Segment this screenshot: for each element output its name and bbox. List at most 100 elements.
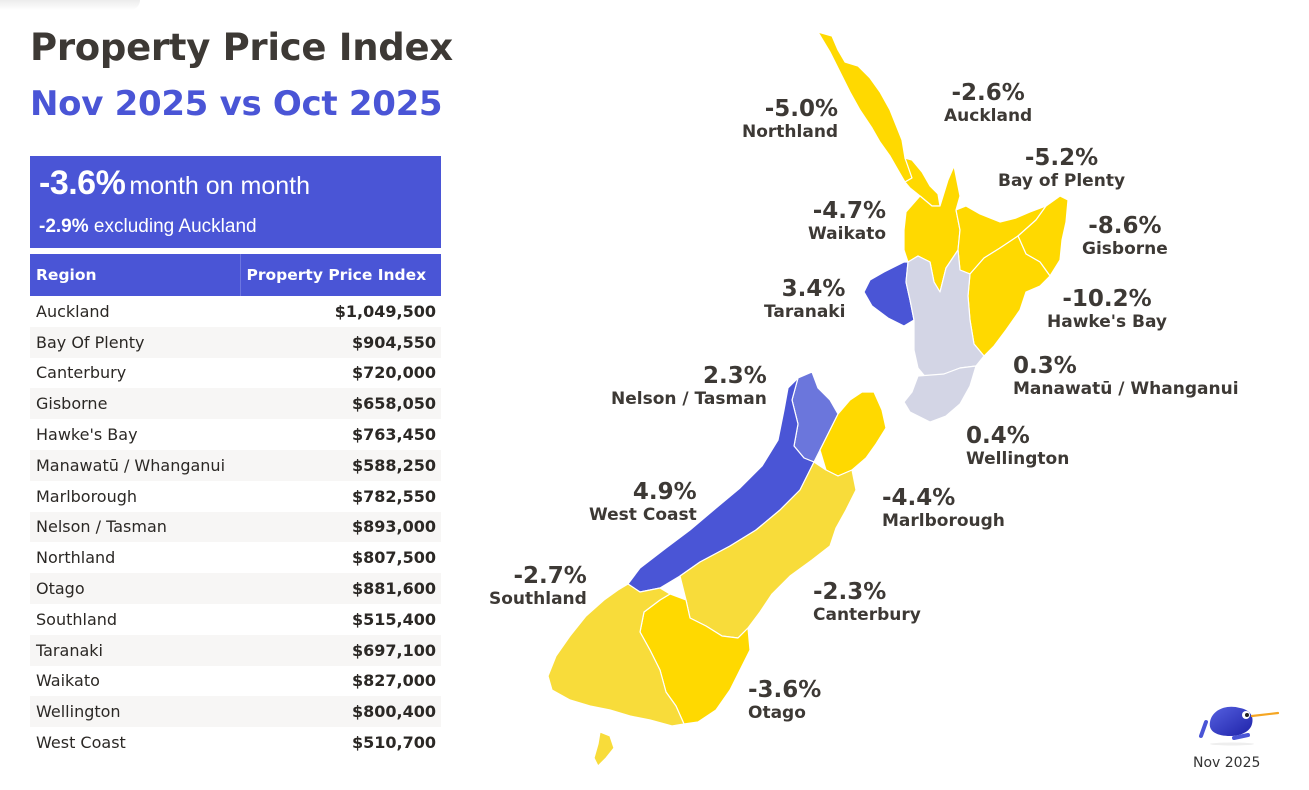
region-name: Gisborne — [30, 388, 240, 420]
column-header-region[interactable]: Region — [30, 254, 240, 296]
region-name: Manawatū / Whanganui — [30, 449, 240, 481]
table-row: Canterbury $720,000 — [30, 358, 441, 389]
table-row: Waikato $827,000 — [30, 666, 441, 697]
region-wellington[interactable] — [903, 365, 977, 423]
region-name: Auckland — [36, 301, 110, 321]
region-name: Otago — [30, 573, 240, 604]
summary-excl-label: excluding Auckland — [93, 216, 257, 237]
table-header-row: Region Property Price Index — [30, 254, 441, 296]
table-row: Gisborne $658,050 — [30, 388, 441, 420]
region-value: $827,000 — [351, 671, 436, 691]
label-change: -2.6% — [951, 80, 1025, 106]
map-label-waikato: -4.7% Waikato — [808, 200, 886, 243]
region-value: $697,100 — [240, 634, 441, 666]
label-region: Hawke's Bay — [1047, 312, 1168, 332]
table-row: West Coast $510,700 — [30, 727, 441, 758]
region-name: Nelson / Tasman — [30, 511, 240, 543]
region-name: West Coast — [36, 733, 126, 753]
label-region: Marlborough — [882, 511, 1005, 531]
label-region: Bay of Plenty — [998, 171, 1126, 191]
map-label-southland: -2.7% Southland — [489, 565, 587, 608]
region-marlborough[interactable] — [819, 391, 887, 477]
region-name: Bay Of Plenty — [30, 326, 240, 358]
label-change: -4.7% — [812, 198, 887, 224]
label-region: Canterbury — [813, 605, 921, 625]
map-label-nelson-tasman: 2.3% Nelson / Tasman — [611, 365, 767, 408]
summary-change-label: month on month — [129, 172, 310, 200]
summary-excl: -2.9% excluding Auckland — [39, 216, 257, 238]
region-value: $893,000 — [240, 511, 441, 543]
table-row: Marlborough $782,550 — [30, 481, 441, 512]
label-change: -5.2% — [1024, 145, 1099, 171]
label-change: -4.4% — [882, 485, 956, 511]
map-label-gisborne: -8.6% Gisborne — [1082, 215, 1168, 258]
region-value: $800,400 — [240, 696, 441, 728]
label-change: -8.6% — [1088, 213, 1162, 239]
table-row: Northland $807,500 — [30, 542, 441, 573]
table-row: Auckland $1,049,500 — [30, 296, 441, 327]
label-change: -2.7% — [513, 563, 587, 589]
label-region: West Coast — [589, 505, 697, 525]
region-value: $720,000 — [351, 363, 436, 383]
label-change: 2.3% — [703, 363, 767, 389]
map-label-auckland: -2.6% Auckland — [944, 82, 1032, 125]
map-label-wellington: 0.4% Wellington — [966, 425, 1069, 468]
label-region: Otago — [748, 703, 806, 723]
summary-card: -3.6% month on month -2.9% excluding Auck… — [30, 156, 441, 248]
map-label-otago: -3.6% Otago — [748, 679, 821, 722]
label-change: 4.9% — [632, 479, 697, 505]
label-change: -5.0% — [764, 96, 839, 122]
table-row: Taranaki $697,100 — [30, 634, 441, 666]
label-region: Gisborne — [1082, 239, 1168, 259]
region-value: $515,400 — [351, 609, 436, 629]
price-index-table: Region Property Price Index Auckland $1,0… — [30, 254, 441, 758]
region-stewart-island[interactable] — [593, 731, 615, 767]
table-row: Bay Of Plenty $904,550 — [30, 326, 441, 358]
label-region: Nelson / Tasman — [611, 389, 767, 409]
label-change: 3.4% — [781, 276, 846, 302]
table-row: Southland $515,400 — [30, 604, 441, 635]
label-region: Waikato — [808, 224, 887, 244]
table-row: Nelson / Tasman $893,000 — [30, 511, 441, 543]
page-title: Property Price Index — [30, 26, 453, 69]
region-name: Canterbury — [36, 363, 127, 383]
region-value: $782,550 — [351, 486, 436, 506]
kiwi-bird-icon — [1199, 706, 1280, 746]
region-manawatu-whanganui[interactable] — [905, 249, 985, 381]
region-southland[interactable] — [547, 583, 685, 727]
region-name: Waikato — [36, 671, 100, 691]
region-value: $1,049,500 — [334, 301, 436, 321]
region-name: Northland — [36, 548, 116, 568]
label-region: Taranaki — [764, 302, 846, 322]
map-label-marlborough: -4.4% Marlborough — [882, 487, 1005, 530]
map-label-hawkes-bay: -10.2% Hawke's Bay — [1047, 288, 1167, 331]
table-row: Manawatū / Whanganui $588,250 — [30, 449, 441, 481]
region-name: Marlborough — [36, 486, 138, 506]
region-value: $904,550 — [240, 326, 441, 358]
region-name: Southland — [36, 609, 118, 629]
table-row: Wellington $800,400 — [30, 696, 441, 728]
table-row: Otago $881,600 — [30, 573, 441, 604]
summary-change-pct: -3.6% — [39, 164, 126, 202]
label-region: Southland — [489, 589, 587, 609]
label-region: Northland — [742, 122, 839, 142]
logo-date: Nov 2025 — [1193, 755, 1261, 771]
top-shadow — [0, 0, 140, 10]
label-change: -10.2% — [1062, 286, 1152, 312]
map-label-canterbury: -2.3% Canterbury — [813, 581, 921, 624]
label-region: Auckland — [944, 106, 1033, 126]
map-label-bay-of-plenty: -5.2% Bay of Plenty — [998, 147, 1125, 190]
label-region: Wellington — [966, 449, 1070, 469]
label-change: 0.4% — [966, 423, 1030, 449]
region-value: $658,050 — [240, 388, 441, 420]
summary-headline: -3.6% month on month — [39, 164, 310, 203]
map-label-west-coast: 4.9% West Coast — [589, 481, 697, 524]
label-region: Manawatū / Whanganui — [1013, 379, 1239, 399]
column-header-index[interactable]: Property Price Index — [239, 254, 441, 296]
region-name: Wellington — [30, 696, 240, 728]
region-value: $881,600 — [240, 573, 441, 604]
summary-excl-pct: -2.9% — [39, 216, 89, 237]
table-row: Hawke's Bay $763,450 — [30, 419, 441, 450]
label-change: 0.3% — [1013, 353, 1077, 379]
page-subtitle: Nov 2025 vs Oct 2025 — [30, 84, 443, 124]
